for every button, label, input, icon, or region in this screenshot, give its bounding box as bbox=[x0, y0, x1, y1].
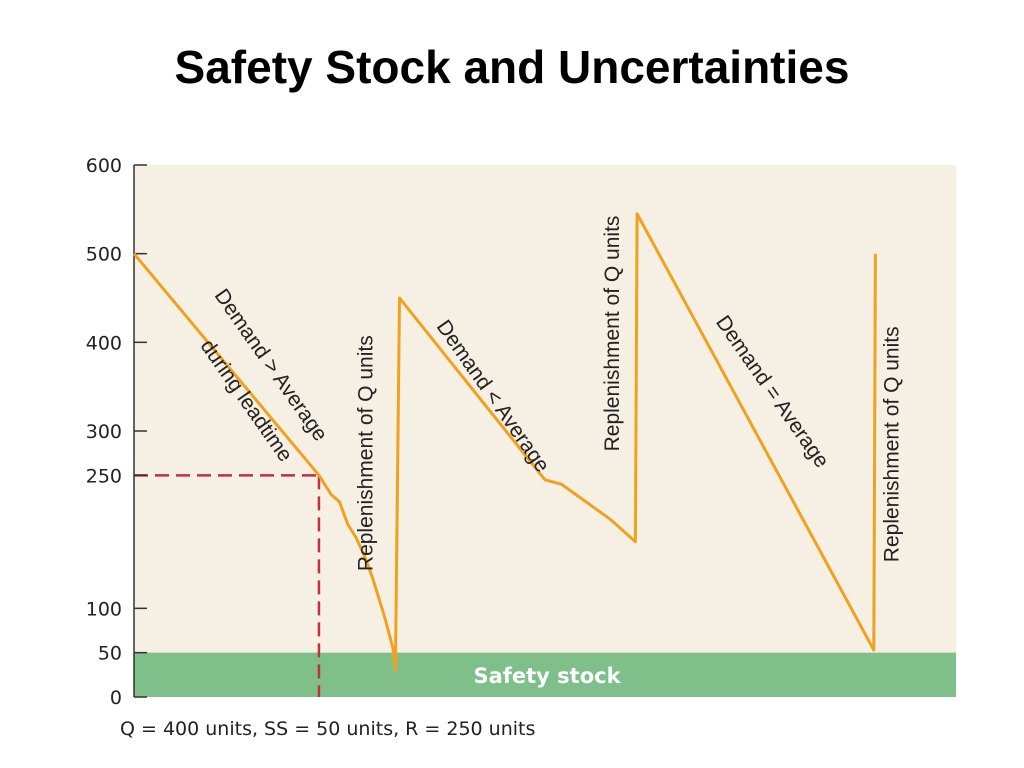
y-tick-label: 50 bbox=[98, 643, 122, 665]
inventory-series-line bbox=[132, 212, 877, 672]
annotation-label: Replenishment of Q units bbox=[601, 216, 624, 452]
annotation-label: Replenishment of Q units bbox=[354, 335, 377, 571]
y-axis: 0 50 100 250 300 400 500 600 bbox=[86, 155, 147, 709]
chart-caption: Q = 400 units, SS = 50 units, R = 250 un… bbox=[120, 718, 536, 740]
y-tick-label: 0 bbox=[110, 687, 122, 709]
y-tick-label: 400 bbox=[86, 332, 122, 354]
safety-stock-band bbox=[134, 652, 956, 697]
safety-stock-band-group: Safety stock bbox=[134, 652, 956, 697]
y-tick-label: 100 bbox=[86, 598, 122, 620]
safety-stock-label: Safety stock bbox=[473, 664, 621, 688]
y-tick-label: 600 bbox=[86, 155, 122, 177]
slide-title: Safety Stock and Uncertainties bbox=[174, 41, 850, 93]
y-tick-label: 250 bbox=[86, 465, 122, 487]
annotation-label: Replenishment of Q units bbox=[881, 326, 904, 562]
y-tick-label: 500 bbox=[86, 244, 122, 266]
plot-background bbox=[134, 165, 956, 697]
y-tick-label: 300 bbox=[86, 421, 122, 443]
reorder-dash-group bbox=[134, 474, 321, 697]
inventory-series-group bbox=[132, 212, 877, 672]
